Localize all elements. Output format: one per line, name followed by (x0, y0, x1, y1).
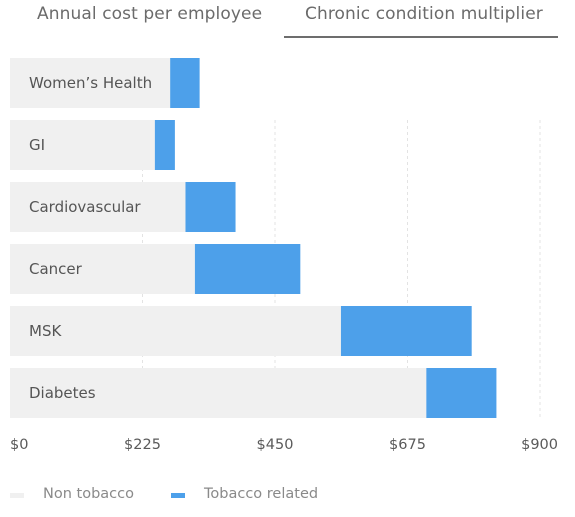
x-tick-label-1: $225 (124, 437, 161, 453)
category-label-cancer: Cancer (29, 260, 83, 278)
tab-chronic-multiplier[interactable]: Chronic condition multiplier (305, 4, 543, 24)
category-labels: Women’s Health GI Cardiovascular Cancer MSK D… (29, 74, 152, 402)
bars (10, 58, 497, 418)
category-label-cardiovascular: Cardiovascular (29, 198, 141, 216)
bar-tobacco-related-cardiovascular (185, 182, 236, 232)
category-label-diabetes: Diabetes (29, 384, 96, 402)
bar-non-tobacco-msk (10, 306, 341, 356)
bar-tobacco-related-women-s-health (170, 58, 200, 108)
x-tick-label-4: $900 (521, 437, 558, 453)
bar-tobacco-related-diabetes (426, 368, 497, 418)
bar-non-tobacco-women-s-health (10, 58, 171, 108)
legend-label-non-tobacco: Non tobacco (43, 486, 134, 502)
category-label-msk: MSK (29, 322, 62, 340)
category-label-gi: GI (29, 136, 45, 154)
x-tick-label-0: $0 (10, 437, 28, 453)
tab-bar: Annual cost per employee Chronic conditi… (0, 0, 575, 40)
legend-swatch-tobacco-related (171, 493, 185, 498)
stacked-bar-chart: Women’s Health GI Cardiovascular Cancer MSK D… (10, 58, 558, 453)
bar-tobacco-related-msk (340, 306, 472, 356)
bar-non-tobacco-cancer (10, 244, 195, 294)
bar-non-tobacco-gi (10, 120, 155, 170)
bar-non-tobacco-cardiovascular (10, 182, 186, 232)
x-tick-label-3: $675 (389, 437, 426, 453)
x-tick-label-2: $450 (257, 437, 294, 453)
bar-tobacco-related-gi (154, 120, 175, 170)
legend-label-tobacco-related: Tobacco related (204, 486, 319, 502)
bar-tobacco-related-cancer (194, 244, 301, 294)
tab-annual-cost[interactable]: Annual cost per employee (37, 4, 263, 24)
x-axis-ticks: $0 $225 $450 $675 $900 (10, 437, 558, 453)
legend-swatch-non-tobacco (10, 493, 24, 498)
bar-non-tobacco-diabetes (10, 368, 427, 418)
category-label-women-s-health: Women’s Health (29, 74, 152, 92)
active-tab-indicator (284, 36, 558, 38)
